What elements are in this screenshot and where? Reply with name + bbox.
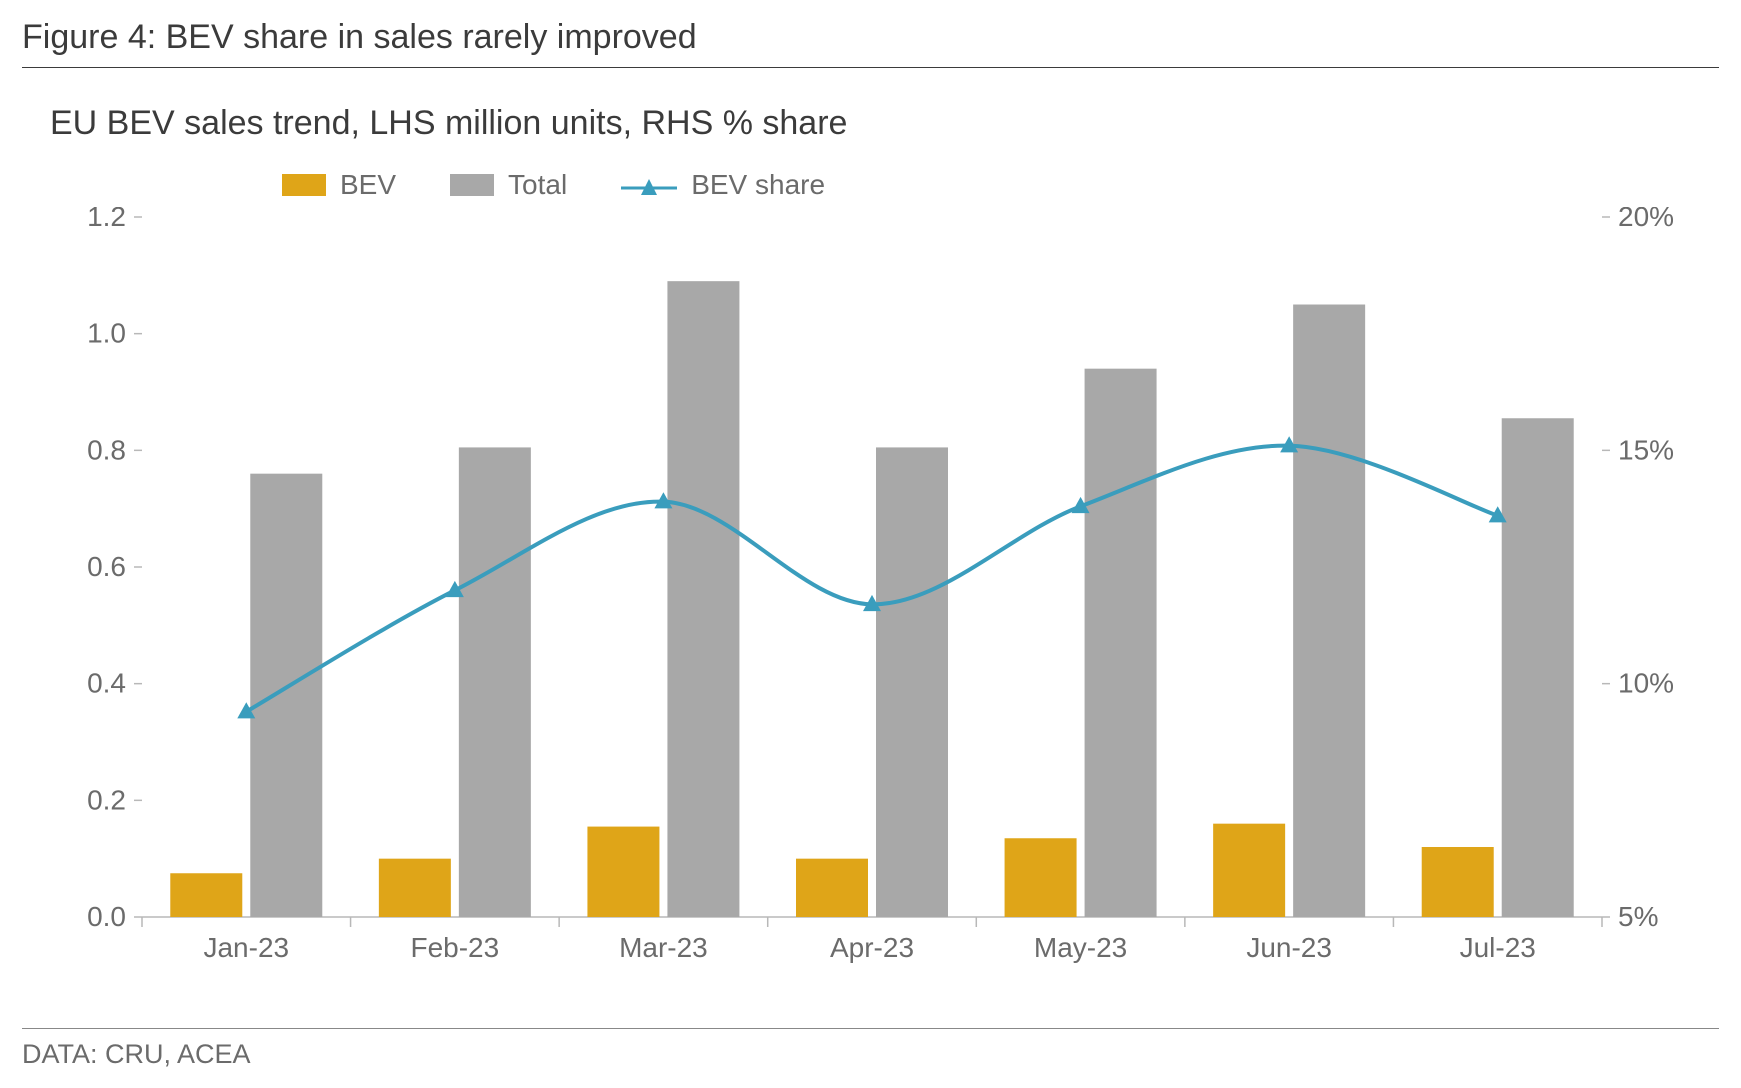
chart-subtitle: EU BEV sales trend, LHS million units, R… xyxy=(50,104,1719,143)
svg-text:1.0: 1.0 xyxy=(87,318,126,349)
legend-label-bev: BEV xyxy=(340,169,396,201)
legend-label-share: BEV share xyxy=(691,169,825,201)
svg-text:0.8: 0.8 xyxy=(87,434,126,465)
legend-label-total: Total xyxy=(508,169,567,201)
svg-text:Jun-23: Jun-23 xyxy=(1246,932,1332,963)
svg-text:May-23: May-23 xyxy=(1034,932,1127,963)
legend-item-bev: BEV xyxy=(282,169,396,201)
combo-chart-svg: 0.0 0.2 0.4 0.6 0.8 1.0 1.2 5% 10% 15% 20% Jan-23 Fe… xyxy=(42,207,1702,977)
svg-text:Jan-23: Jan-23 xyxy=(203,932,289,963)
svg-text:0.4: 0.4 xyxy=(87,668,126,699)
legend-swatch-total xyxy=(450,174,494,196)
chart-footer: DATA: CRU, ACEA xyxy=(22,1028,1719,1070)
svg-text:10%: 10% xyxy=(1618,668,1674,699)
legend-swatch-share xyxy=(621,174,677,196)
svg-text:Feb-23: Feb-23 xyxy=(410,932,499,963)
svg-text:Apr-23: Apr-23 xyxy=(830,932,914,963)
svg-text:Mar-23: Mar-23 xyxy=(619,932,708,963)
svg-text:20%: 20% xyxy=(1618,207,1674,232)
legend: BEV Total BEV share xyxy=(282,169,1719,201)
chart-area: 0.0 0.2 0.4 0.6 0.8 1.0 1.2 5% 10% 15% 20% Jan-23 Fe… xyxy=(42,207,1702,977)
svg-text:1.2: 1.2 xyxy=(87,207,126,232)
svg-text:15%: 15% xyxy=(1618,434,1674,465)
svg-text:0.2: 0.2 xyxy=(87,784,126,815)
svg-text:Jul-23: Jul-23 xyxy=(1460,932,1536,963)
svg-text:0.6: 0.6 xyxy=(87,551,126,582)
svg-text:5%: 5% xyxy=(1618,901,1658,932)
legend-item-total: Total xyxy=(450,169,567,201)
legend-swatch-bev xyxy=(282,174,326,196)
figure-container: Figure 4: BEV share in sales rarely impr… xyxy=(0,0,1741,1088)
figure-title: Figure 4: BEV share in sales rarely impr… xyxy=(22,18,1719,68)
legend-item-share: BEV share xyxy=(621,169,825,201)
svg-text:0.0: 0.0 xyxy=(87,901,126,932)
